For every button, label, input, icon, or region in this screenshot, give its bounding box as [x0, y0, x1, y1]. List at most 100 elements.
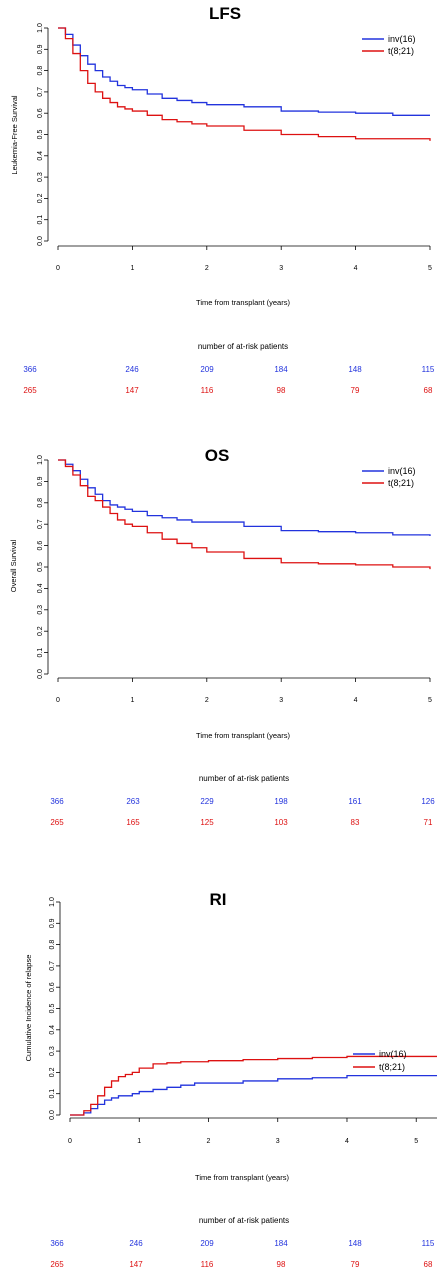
y-tick-label: 1.0: [37, 455, 44, 465]
series-line-t821: [70, 1055, 437, 1116]
legend-label-t821: t(8;21): [388, 478, 414, 488]
series-line-inv16: [70, 1074, 437, 1116]
risk-count: 83: [351, 818, 360, 827]
x-axis-label: Time from transplant (years): [195, 1173, 289, 1182]
y-axis-label: Leukemia-Free Survival: [10, 95, 19, 175]
series-line-inv16: [58, 459, 431, 536]
x-axis-label: Time from transplant (years): [196, 731, 290, 740]
risk-count: 366: [50, 1239, 64, 1248]
risk-table-heading: number of at-risk patients: [198, 342, 288, 351]
risk-table-heading: number of at-risk patients: [199, 1216, 289, 1225]
y-tick-label: 0.1: [49, 1089, 56, 1099]
y-tick-label: 0.3: [37, 172, 44, 182]
legend-label-inv16: inv(16): [388, 466, 416, 476]
risk-count: 366: [23, 365, 37, 374]
risk-count: 184: [274, 365, 288, 374]
x-axis-label: Time from transplant (years): [196, 298, 290, 307]
legend-label-t821: t(8;21): [379, 1062, 405, 1072]
chart-title: RI: [210, 890, 227, 909]
x-tick-label: 0: [56, 697, 60, 704]
y-tick-label: 0.4: [37, 151, 44, 161]
risk-row-t821: 265 147 116 98 79 68: [23, 386, 433, 395]
legend: inv(16) t(8;21): [353, 1049, 407, 1072]
x-tick-label: 2: [207, 1138, 211, 1145]
risk-count: 366: [50, 797, 64, 806]
risk-count: 115: [422, 365, 435, 374]
legend: inv(16) t(8;21): [362, 34, 416, 56]
risk-row-inv16: 366 246 209 184 148 115: [23, 365, 435, 374]
y-tick-label: 0.4: [37, 583, 44, 593]
series-line-t821: [58, 459, 431, 570]
x-tick-label: 5: [428, 265, 432, 272]
plot-area: 0.0 0.1 0.2 0.3 0.4 0.5 0.6 0.7 0.8 0.9 1.0 0 1 2 3 4 5: [37, 455, 432, 704]
chart-os: OS 0.0 0.1 0.2 0.3 0.4 0.5 0.6 0.7 0.8 0.9 1.0 0 1 2 3…: [9, 446, 435, 827]
risk-count: 229: [200, 797, 214, 806]
x-tick-label: 3: [276, 1138, 280, 1145]
x-tick-label: 1: [137, 1138, 141, 1145]
y-tick-label: 0.6: [37, 108, 44, 118]
y-tick-label: 0.9: [37, 476, 44, 486]
y-tick-label: 0.1: [37, 215, 44, 225]
y-tick-label: 0.8: [49, 940, 56, 950]
risk-table: number of at-risk patients 366 263 229 1…: [50, 774, 435, 827]
y-tick-label: 0.6: [49, 982, 56, 992]
x-tick-label: 2: [205, 265, 209, 272]
risk-count: 147: [125, 386, 139, 395]
y-tick-label: 0.1: [37, 648, 44, 658]
risk-count: 125: [200, 818, 214, 827]
risk-count: 147: [129, 1260, 143, 1269]
risk-count: 68: [424, 1260, 433, 1269]
x-tick-label: 3: [279, 697, 283, 704]
x-tick-label: 0: [56, 265, 60, 272]
risk-count: 103: [274, 818, 288, 827]
risk-count: 126: [421, 797, 435, 806]
y-tick-label: 0.8: [37, 498, 44, 508]
y-tick-label: 0.0: [49, 1110, 56, 1120]
y-tick-label: 0.7: [37, 87, 44, 97]
y-axis-label: Overall Survival: [9, 539, 18, 592]
risk-count: 98: [277, 1260, 286, 1269]
chart-ri: RI 0.0 0.1 0.2 0.3 0.4 0.5 0.6 0.7 0.8 0.9 1.0 0 1 2 3…: [24, 890, 437, 1269]
y-tick-label: 0.2: [37, 626, 44, 636]
x-tick-label: 5: [414, 1138, 418, 1145]
y-tick-label: 0.8: [37, 66, 44, 76]
chart-lfs: LFS 0.0 0.1 0.2 0.3 0.4 0.5 0.6 0.7 0.8 0.9 1.0 0 1 2…: [10, 4, 435, 395]
y-tick-label: 0.4: [49, 1025, 56, 1035]
risk-count: 209: [200, 365, 214, 374]
x-tick-label: 4: [345, 1138, 349, 1145]
risk-count: 71: [424, 818, 433, 827]
risk-count: 79: [351, 1260, 360, 1269]
risk-count: 198: [274, 797, 288, 806]
legend-label-inv16: inv(16): [388, 34, 416, 44]
y-tick-label: 0.5: [37, 562, 44, 572]
risk-row-inv16: 366 263 229 198 161 126: [50, 797, 435, 806]
x-tick-label: 4: [354, 697, 358, 704]
risk-count: 246: [129, 1239, 143, 1248]
risk-count: 184: [274, 1239, 288, 1248]
x-tick-label: 3: [279, 265, 283, 272]
y-tick-label: 0.9: [37, 44, 44, 54]
chart-title: LFS: [209, 4, 241, 23]
x-tick-label: 1: [130, 697, 134, 704]
y-tick-label: 0.5: [49, 1004, 56, 1014]
y-tick-label: 0.3: [37, 605, 44, 615]
risk-count: 116: [201, 386, 214, 395]
risk-row-t821: 265 165 125 103 83 71: [50, 818, 433, 827]
y-tick-label: 0.2: [49, 1067, 56, 1077]
risk-row-inv16: 366 246 209 184 148 115: [50, 1239, 435, 1248]
x-tick-label: 1: [130, 265, 134, 272]
risk-table: number of at-risk patients 366 246 209 1…: [23, 342, 435, 395]
risk-row-t821: 265 147 116 98 79 68: [50, 1260, 433, 1269]
y-tick-label: 0.6: [37, 541, 44, 551]
risk-count: 148: [348, 365, 362, 374]
risk-count: 265: [50, 818, 64, 827]
x-tick-label: 5: [428, 697, 432, 704]
y-tick-label: 1.0: [49, 897, 56, 907]
series-line-t821: [58, 27, 431, 141]
y-axis-label: Cumulative Incidence of relapse: [24, 955, 33, 1062]
series-line-inv16: [58, 27, 430, 116]
y-tick-label: 0.9: [49, 918, 56, 928]
legend-label-inv16: inv(16): [379, 1049, 407, 1059]
risk-table-heading: number of at-risk patients: [199, 774, 289, 783]
